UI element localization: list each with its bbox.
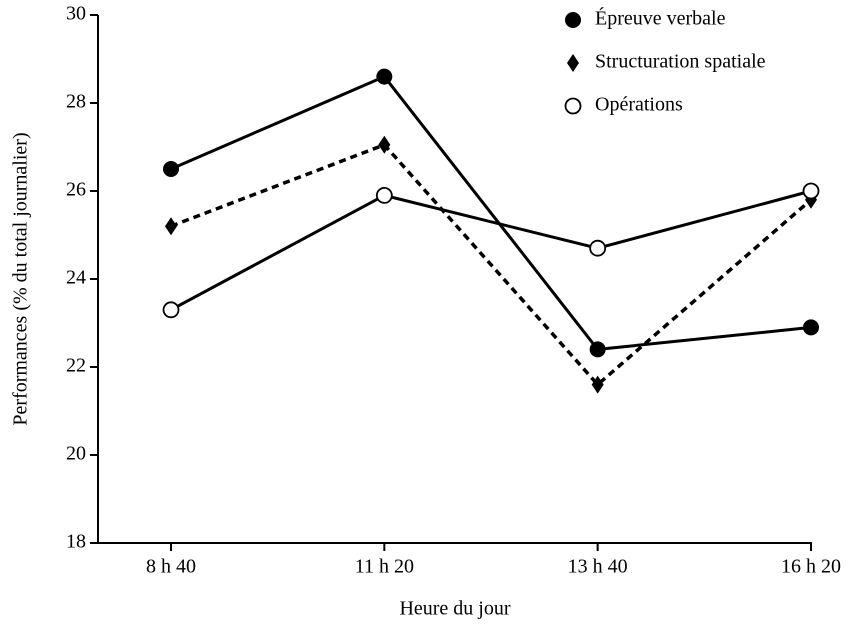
marker	[378, 135, 391, 154]
marker	[165, 217, 177, 236]
marker	[803, 319, 819, 336]
y-tick-label: 20	[66, 443, 86, 465]
marker	[802, 182, 820, 200]
marker	[162, 301, 180, 319]
y-tick-label: 24	[66, 267, 86, 289]
marker	[375, 186, 393, 204]
y-axis-label: Performances (% du total journalier)	[10, 132, 32, 425]
y-tick-label: 18	[66, 531, 86, 553]
marker	[565, 12, 581, 28]
series-line	[170, 189, 812, 312]
x-tick-label: 13 h 40	[568, 556, 628, 578]
x-tick-label: 11 h 20	[355, 556, 414, 578]
y-tick-label: 22	[66, 355, 86, 377]
series-line	[170, 142, 813, 388]
y-tick-label: 30	[66, 3, 86, 25]
x-tick-label: 16 h 20	[781, 556, 841, 578]
legend-label: Structuration spatiale	[595, 51, 766, 73]
marker	[376, 68, 393, 85]
marker	[589, 341, 606, 358]
y-tick-label: 28	[66, 91, 86, 113]
marker	[163, 161, 179, 177]
legend-label: Épreuve verbale	[595, 7, 726, 30]
marker	[567, 54, 579, 72]
series-line	[170, 74, 812, 351]
marker	[589, 239, 607, 257]
marker	[591, 375, 604, 394]
x-axis-label: Heure du jour	[399, 598, 510, 620]
legend-label: Opérations	[595, 94, 683, 116]
y-tick-label: 26	[66, 179, 86, 201]
marker	[564, 97, 582, 115]
x-tick-label: 8 h 40	[146, 556, 196, 578]
